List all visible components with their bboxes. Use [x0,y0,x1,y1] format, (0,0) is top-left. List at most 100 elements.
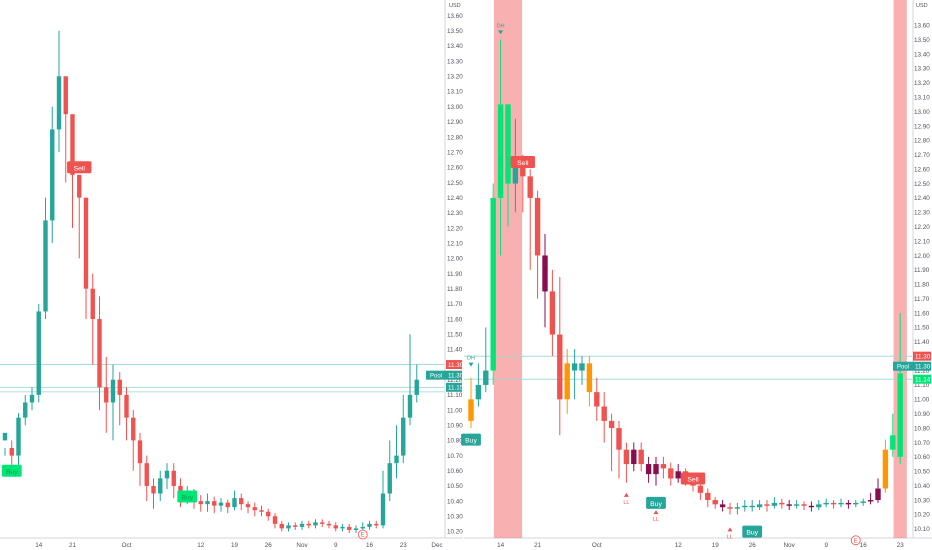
candle-body [586,363,593,393]
candle-body [245,504,251,508]
y-tick-label: 13.30 [447,58,463,65]
x-tick-label: 23 [400,542,408,549]
candle-body [266,511,271,517]
marker-label: DH [467,356,475,362]
price-label-text: 11.30 [915,364,931,371]
candle-body [158,478,163,494]
candle-body [830,502,837,505]
y-tick-label: 13.30 [914,66,930,73]
x-tick-label: Nov [296,542,308,549]
candle-body [70,114,75,175]
y-tick-label: 12.30 [914,210,930,217]
candle-body [808,505,815,508]
y-tick-label: 12.70 [447,149,463,156]
y-tick-label: 11.50 [914,325,930,332]
y-tick-label: 13.40 [914,51,930,58]
y-tick-label: 10.10 [914,526,930,533]
marker-up-icon [623,492,629,497]
y-tick-label: 11.90 [447,271,463,278]
y-tick-label: 13.40 [447,43,463,50]
y-tick-label: 11.60 [447,316,463,323]
event-circle-icon [850,535,861,546]
signal-label: Buy [6,469,18,476]
candle-body [638,449,644,465]
y-tick-label: 13.00 [914,109,930,116]
price-label-text: 11.30 [448,362,464,369]
candle-body [527,176,533,198]
candle-body [144,463,149,486]
signal-label: Buy [465,438,477,445]
y-tick-label: 11.40 [914,339,930,346]
candle-body [727,507,733,509]
y-tick-label: 12.00 [447,256,463,263]
x-tick-label: 12 [197,542,205,549]
y-tick-label: 12.40 [447,195,463,202]
candle-body [374,523,379,526]
candle-body [579,363,585,371]
y-tick-label: 10.80 [914,425,930,432]
candle-body [2,432,8,441]
chart-right: Buy Sell Sell Buy Buy DH DH LL LL LL E 13.60 13.50 13… [461,0,932,550]
signal-label: Sell [74,165,86,172]
y-tick-label: 12.60 [447,165,463,172]
y-tick-label: 10.60 [914,454,930,461]
candle-body [719,504,726,508]
y-tick-label: 10.50 [447,483,463,490]
x-tick-label: Oct [592,542,602,549]
candle-body [225,502,230,508]
x-tick-label: 12 [675,542,683,549]
candle-body [786,504,792,506]
marker-label: DH [497,23,505,29]
candle-body [749,505,755,508]
candle-body [897,373,903,457]
candle-body [50,129,55,221]
candle-body [734,507,741,509]
candle-body [306,523,311,526]
y-tick-label: 11.80 [447,286,463,293]
y-tick-label: 13.00 [447,104,463,111]
y-tick-label: 10.30 [914,497,930,504]
y-tick-label: 11.00 [447,407,463,414]
candle-body [660,464,667,469]
x-tick-label: 26 [265,542,273,549]
candle-body [623,449,630,465]
signal-badge [646,496,666,509]
y-tick-label: 12.10 [914,238,930,245]
candle-body [259,510,264,512]
candle-body [29,394,35,403]
candle-body [131,417,136,441]
event-circle-icon [357,529,368,540]
candle-body [9,448,14,456]
highlight-range [493,0,523,538]
currency-label: USD [916,3,928,9]
signal-label: Sell [687,476,699,483]
price-label-badge [913,351,931,361]
signal-badge [67,161,92,174]
marker-up-icon [653,510,659,515]
candle-body [333,525,338,529]
candle-body [867,500,874,502]
marker-label: E [361,533,365,539]
candle-body [520,161,526,177]
candle-body [816,504,822,508]
y-tick-label: 11.20 [914,368,930,375]
candle-body [779,502,785,505]
candle-body [299,523,305,527]
candle-body [43,220,48,312]
candle-body [63,76,68,115]
price-tag-badge [426,370,446,380]
candle-body [124,394,129,418]
y-tick-label: 11.70 [914,296,930,303]
candle-body [16,417,21,456]
y-tick-label: 10.40 [914,483,930,490]
candle-body [171,470,176,486]
marker-label: LL [623,500,629,506]
price-label-text: 11.14 [915,376,931,383]
candle-body [279,523,284,529]
y-tick-label: 11.10 [914,382,930,389]
price-label-badge [446,370,462,380]
candle-body [151,485,156,494]
signal-badge [680,472,706,485]
x-tick-label: Oct [122,542,132,549]
